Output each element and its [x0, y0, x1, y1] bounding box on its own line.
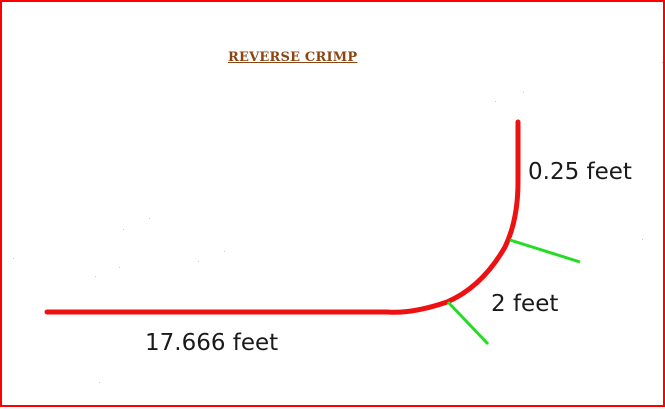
- arc-length-label: 2 feet: [491, 291, 559, 317]
- background-specks: [13, 62, 663, 383]
- vertical-length-label: 0.25 feet: [528, 159, 632, 185]
- crimp-pipe-line: [44, 119, 521, 315]
- arc-start-marker: [446, 300, 490, 346]
- diagram-title: REVERSE CRIMP: [228, 50, 358, 65]
- arc-end-marker: [509, 238, 581, 264]
- straight-length-label: 17.666 feet: [145, 330, 279, 356]
